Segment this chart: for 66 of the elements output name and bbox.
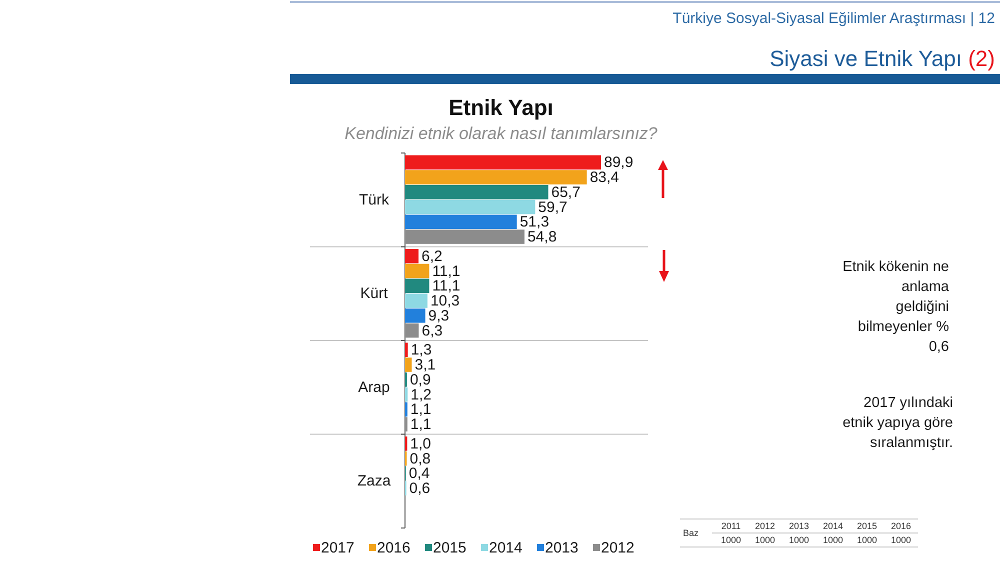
bar: [405, 184, 548, 200]
data-label: 1,1: [410, 401, 432, 418]
data-label: 11,1: [432, 262, 460, 280]
legend-label: 2015: [433, 540, 466, 556]
text: Etnik kökenin ne anlama geldiğini bilmeyenler % 0,6: [842, 259, 950, 355]
text: 1000: [856, 535, 878, 545]
text: 2011: [721, 521, 741, 531]
bar: [405, 264, 430, 278]
data-label: 9,3: [428, 307, 450, 324]
data-label: 0,4: [408, 465, 430, 482]
data-label: 1,3: [410, 342, 432, 359]
bar: [405, 323, 419, 338]
text: Türkiye Sosyal-Siyasal Eğilimler Araştırması | 12: [672, 10, 995, 27]
data-label: 0,8: [410, 450, 431, 468]
text: 1000: [822, 535, 844, 545]
text: 2013: [788, 521, 810, 531]
bar: [405, 155, 601, 170]
data-label: 6,2: [422, 248, 442, 265]
bar: [405, 170, 587, 184]
bar: [405, 200, 536, 214]
text: 1000: [788, 535, 810, 545]
data-label: 83,4: [590, 169, 620, 186]
legend-label: 2017: [321, 540, 354, 556]
legend-label: 2016: [377, 540, 410, 556]
data-label: 54,8: [527, 228, 557, 246]
text: 1000: [720, 535, 742, 545]
data-label: 0,6: [409, 480, 430, 498]
text: Baz: [683, 528, 700, 538]
data-label: 6,3: [422, 322, 443, 340]
data-label: 89,9: [604, 154, 634, 172]
legend-label: 2013: [545, 540, 578, 556]
bar: [405, 278, 430, 294]
text: 2014: [822, 521, 844, 531]
data-label: 1,2: [410, 386, 432, 404]
data-label: 10,3: [430, 292, 460, 310]
text: 2017 yılındaki etnik yapıya göre sıralanmıştır.: [842, 395, 953, 451]
y-tick-label: Zaza: [357, 472, 392, 490]
bar: [405, 248, 419, 264]
legend-label: 2014: [489, 540, 522, 556]
bar: [405, 214, 517, 230]
bar: [405, 294, 428, 308]
text: 1000: [890, 535, 912, 545]
y-tick-label: Arap: [358, 378, 390, 396]
text: 1000: [754, 535, 776, 545]
text: 2015: [856, 521, 878, 531]
y-tick-label: Kürt: [360, 285, 389, 302]
data-label: 1,1: [410, 416, 432, 434]
data-label: 0,9: [410, 371, 431, 388]
text: 2016: [890, 521, 912, 531]
data-label: 3,1: [414, 356, 436, 374]
data-label: 51,3: [520, 214, 550, 231]
bar: [405, 387, 408, 402]
y-tick-label: Türk: [359, 191, 390, 208]
text: Siyasi ve Etnik Yapı (2): [770, 46, 995, 71]
bar: [405, 342, 408, 358]
chart-subtitle: Kendinizi etnik olarak nasıl tanımlarsınız?: [344, 124, 658, 143]
chart-title: Etnik Yapı: [448, 95, 554, 120]
data-label: 1,0: [410, 435, 432, 452]
data-label: 11,1: [432, 278, 460, 295]
bar: [405, 308, 426, 323]
data-label: 59,7: [538, 198, 568, 216]
bar: [405, 358, 412, 372]
text: 2012: [754, 521, 776, 531]
bar: [405, 230, 524, 244]
legend-label: 2012: [601, 540, 634, 556]
data-label: 65,7: [551, 184, 580, 201]
